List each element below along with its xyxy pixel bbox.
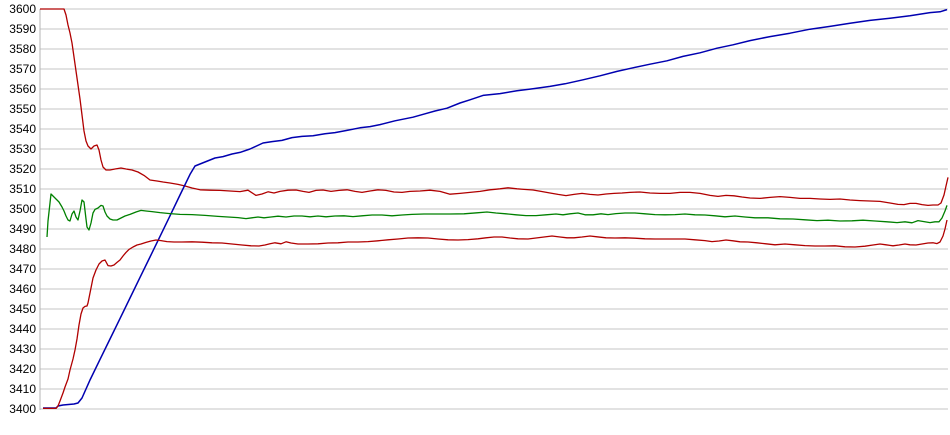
y-tick-label: 3480: [9, 241, 36, 256]
y-tick-label: 3560: [9, 81, 36, 96]
center-line-green-line: [46, 193, 948, 238]
y-tick-label: 3570: [9, 61, 36, 76]
y-tick-label: 3450: [9, 301, 36, 316]
y-tick-label: 3520: [9, 161, 36, 176]
y-tick-label: 3540: [9, 121, 36, 136]
y-tick-label: 3490: [9, 221, 36, 236]
gridlines-group: [40, 8, 948, 410]
y-tick-label: 3500: [9, 201, 36, 216]
y-tick-label: 3530: [9, 141, 36, 156]
y-tick-label: 3460: [9, 281, 36, 296]
y-tick-label: 3600: [9, 1, 36, 16]
y-tick-label: 3430: [9, 341, 36, 356]
y-tick-label: 3410: [9, 381, 36, 396]
series-group: [40, 8, 949, 410]
upper-band-red-line: [40, 8, 949, 207]
y-tick-label: 3550: [9, 101, 36, 116]
rising-line-blue-line: [43, 8, 948, 409]
y-tick-label: 3420: [9, 361, 36, 376]
y-tick-label: 3440: [9, 321, 36, 336]
y-tick-label: 3470: [9, 261, 36, 276]
y-tick-label: 3580: [9, 41, 36, 56]
y-tick-label: 3590: [9, 21, 36, 36]
lower-band-red-line: [43, 219, 948, 410]
y-tick-label: 3510: [9, 181, 36, 196]
y-tick-label: 3400: [9, 401, 36, 416]
